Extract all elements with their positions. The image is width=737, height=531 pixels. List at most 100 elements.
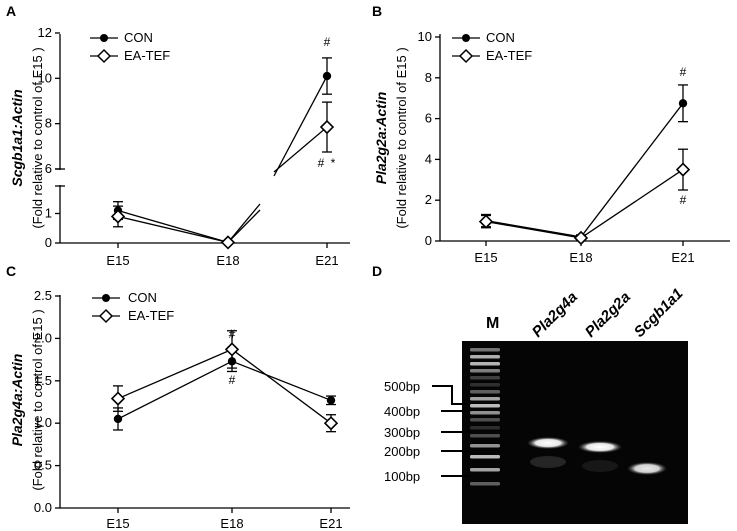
legend-label-con: CON [124,30,153,45]
y-tick-label: 8 [425,70,432,85]
legend-label-con: CON [128,290,157,305]
size-label-100bp: 100bp [384,469,420,484]
size-label-500bp: 500bp [384,379,420,394]
y-axis-unit-label-c: (Fold relative to control of E15 ) [30,309,45,490]
data-point-con [113,414,123,424]
data-point-ea-tef [110,209,126,224]
y-tick-label: 8 [45,116,52,131]
size-pointer-500bp [432,385,468,405]
ladder-band [470,411,500,415]
gel-band-pla2g2a [578,441,622,453]
gel-band-pla2g4a [527,437,569,449]
legend-a: CON EA-TEF [90,30,170,64]
ladder-band [470,383,500,387]
ladder-band [470,376,500,380]
legend-c: CON EA-TEF [92,290,174,324]
legend-label-con: CON [486,30,515,45]
y-axis-unit-label-b: (Fold relative to control of E15 ) [394,47,409,228]
data-point-ea-tef [224,342,240,357]
significance-mark: # [318,156,325,170]
chart-panel-a: Scgb1a1:Actin (Fold relative to control … [9,25,350,268]
series-line-ea-tef [117,348,332,424]
significance-mark: # [680,193,687,207]
y-tick-label: 10 [38,70,52,85]
data-point-ea-tef [573,230,589,246]
y-tick-label: 0 [45,235,52,250]
y-tick-label: 10 [418,29,432,44]
data-point-ea-tef [323,416,339,431]
y-tick-label: 1 [45,206,52,221]
significance-mark: # [229,327,236,341]
ladder-band [470,468,500,472]
data-point-ea-tef [220,235,236,250]
y-axis-gene-label-a: Scgb1a1:Actin [9,89,25,186]
y-tick-label: 2.5 [34,288,52,303]
ladder-band [470,434,500,438]
legend-b: CON EA-TEF [452,30,532,64]
ladder-band [470,390,500,394]
data-point-con [678,99,688,108]
ladder-band [470,455,500,459]
y-tick-label: 4 [425,151,432,166]
legend-marker-eatef [98,308,114,324]
ladder-band [470,348,500,352]
significance-mark: # [324,35,331,49]
data-point-ea-tef [478,214,494,229]
series-line-ea-tef [117,215,229,244]
legend-marker-eatef [458,48,474,64]
ladder-band [470,482,500,486]
data-point-ea-tef [675,162,691,177]
legend-label-eatef: EA-TEF [124,48,170,63]
x-tick-label: E15 [106,253,129,268]
ladder-band [470,362,500,366]
y-tick-label: 0.5 [34,458,52,473]
y-tick-label: 0.0 [34,500,52,515]
gel-panel-d: M Pla2g4a Pla2g2a Scgb1a1 500bp 400bp 30… [384,285,688,524]
ladder-band [470,426,500,430]
y-tick-label: 1.0 [34,415,52,430]
series-line-ea-tef [273,126,328,173]
ladder-band [470,444,500,448]
panel-letter-a: A [6,3,16,19]
x-tick-label: E21 [671,250,694,265]
legend-marker-con [462,34,470,42]
y-tick-label: 6 [425,111,432,126]
y-tick-label: 2 [425,192,432,207]
x-tick-label: E21 [315,253,338,268]
significance-mark: # [680,65,687,79]
panel-letter-d: D [372,263,382,279]
series-line-con [117,209,229,244]
legend-marker-con [100,34,108,42]
significance-mark: # [229,373,236,387]
gel-lane-label-pla2g4a: Pla2g4a [529,289,581,341]
gel-lane-label-scgb1a1: Scgb1a1 [631,285,687,341]
panel-letter-c: C [6,263,16,279]
ladder-band [470,418,500,422]
gel-lane-label-pla2g2a: Pla2g2a [582,289,634,341]
size-label-200bp: 200bp [384,444,420,459]
data-point-con [326,396,336,405]
significance-mark: * [331,156,336,170]
gel-band-scgb1a1 [627,462,667,475]
y-tick-label: 6 [45,161,52,176]
y-axis-gene-label-b: Pla2g2a:Actin [373,92,389,185]
ladder-band [470,369,500,373]
series-line-ea-tef [227,203,261,243]
gel-image [462,341,688,524]
data-point-ea-tef [319,119,335,135]
size-label-400bp: 400bp [384,404,420,419]
y-axis-unit-label-a: (Fold relative to control of E15 ) [30,47,45,228]
series-line-con [273,75,328,177]
y-tick-label: 12 [38,25,52,40]
x-tick-label: E18 [216,253,239,268]
x-tick-label: E18 [569,250,592,265]
gel-marker-label: M [486,315,499,332]
series-line-ea-tef [485,169,684,239]
y-tick-label: 2.0 [34,330,52,345]
size-label-300bp: 300bp [384,425,420,440]
legend-marker-eatef [96,48,112,64]
ladder-band [470,355,500,359]
marker-ladder [470,348,500,486]
ladder-band [470,397,500,401]
